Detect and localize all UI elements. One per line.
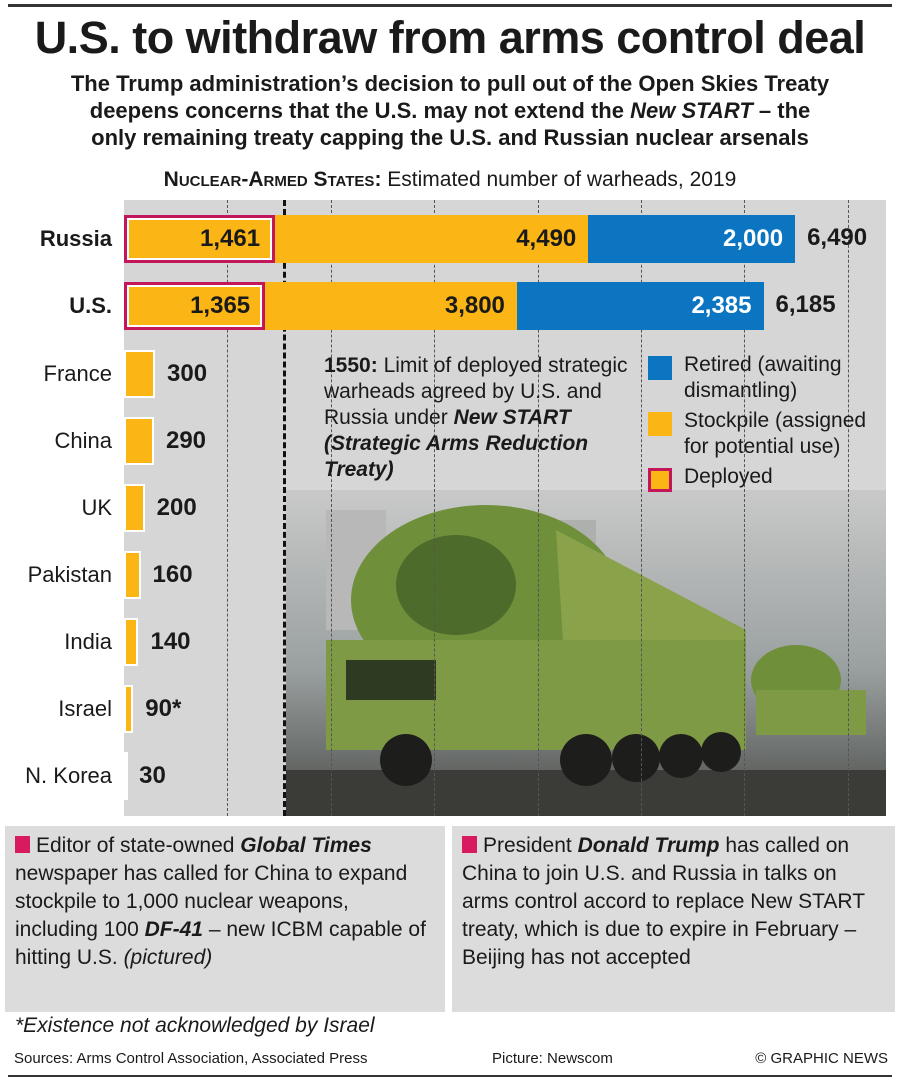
country-label: China [54,428,112,453]
country-label: France [43,361,112,386]
deployed-bar: 1,365 [124,282,266,330]
deployed-bar: 1,461 [124,215,276,263]
gridline [227,200,229,816]
gridline [537,200,539,816]
page-title: U.S. to withdraw from arms control deal [34,12,866,63]
legend-deployed: Deployed [648,464,888,492]
gridline [641,200,642,816]
total-label: 6,490 [807,224,868,251]
country-label: U.S. [69,293,112,318]
note-trump: President Donald Trump has called on Chi… [452,826,895,1012]
country-label: UK [81,495,112,520]
retired-swatch [648,356,672,380]
bullet-icon [15,836,30,853]
bottom-rule [8,1075,892,1077]
gridline [744,200,746,816]
deployed-swatch [648,468,672,492]
subtitle-line: only remaining treaty capping the U.S. a… [91,125,809,150]
top-rule [8,4,892,7]
sources: Sources: Arms Control Association, Assoc… [14,1050,368,1067]
retired-bar: 2,385 [516,282,764,330]
total-label: 6,185 [775,291,836,318]
stockpile-bar [124,551,141,599]
country-label: N. Korea [25,763,112,788]
country-label: Russia [39,226,112,251]
subtitle: The Trump administration’s decision to p… [0,70,900,151]
gridline [434,200,436,816]
stockpile-bar [124,417,154,465]
value-label: 160 [152,561,193,588]
subtitle-line: deepens concerns that the U.S. may not e… [89,98,811,123]
legend-retired: Retired (awaiting dismantling) [648,352,888,404]
country-label: Pakistan [27,562,112,587]
stockpile-bar [124,752,128,800]
df41-missile-photo [286,490,886,816]
value-label: 90* [145,695,182,722]
stockpile-bar [124,484,145,532]
retired-bar: 2,000 [588,215,796,263]
bullet-icon [462,836,477,853]
value-label: 290 [165,427,207,454]
legend-stockpile: Stockpile (assigned for potential use) [648,408,888,460]
picture-credit: Picture: Newscom [492,1050,613,1067]
value-label: 200 [156,494,197,521]
gridline [330,200,332,816]
value-label: 140 [150,628,191,655]
chart-heading: Nuclear-Armed States: Estimated number o… [163,168,737,191]
copyright: © GRAPHIC NEWS [755,1050,888,1067]
stockpile-bar [124,350,156,398]
new-start-annotation: 1550: Limit of deployed strategic warhea… [324,354,628,481]
value-label: 30 [139,762,166,789]
subtitle-line: The Trump administration’s decision to p… [70,71,830,96]
gridline [847,200,849,816]
new-start-limit-line [283,200,287,816]
note-global-times: Editor of state-owned Global Times newsp… [5,826,445,1012]
stockpile-bar [124,685,134,733]
value-label: 300 [167,360,208,387]
stockpile-bar [124,618,139,666]
stockpile-swatch [648,412,672,436]
footnote: *Existence not acknowledged by Israel [15,1014,375,1037]
legend: Retired (awaiting dismantling) Stockpile… [648,352,888,494]
country-label: Israel [58,696,112,721]
country-label: India [64,629,112,654]
